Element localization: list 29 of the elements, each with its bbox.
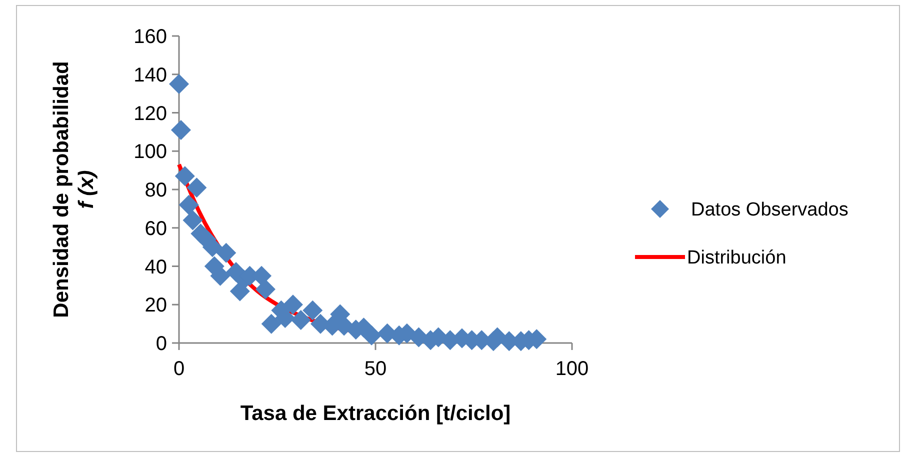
y-tick-label: 100 — [134, 141, 167, 164]
point — [302, 300, 323, 320]
y-tick-label: 20 — [144, 294, 167, 317]
y-tick-label: 60 — [144, 218, 167, 240]
point — [255, 279, 276, 300]
x-tick-label: 50 — [364, 358, 387, 380]
y-tick-label: 80 — [144, 180, 167, 202]
point — [182, 210, 203, 230]
y-tick-label: 0 — [156, 333, 167, 355]
legend-label: Distribución — [687, 248, 786, 269]
point — [290, 310, 311, 330]
point — [282, 294, 303, 315]
point — [216, 242, 236, 263]
point — [362, 325, 382, 346]
point — [186, 178, 207, 198]
legend-label: Datos Observados — [691, 200, 848, 221]
y-axis-title: Densidad de probabilidad f (x) — [50, 61, 98, 318]
x-axis-title: Tasa de Extracción [t/ciclo] — [240, 402, 511, 425]
point — [169, 74, 189, 94]
x-tick-label: 100 — [555, 358, 589, 380]
point — [178, 194, 199, 215]
x-tick-label: 0 — [173, 358, 185, 380]
y-tick-label: 140 — [134, 64, 167, 86]
y-tick-label: 160 — [134, 26, 167, 48]
point — [261, 314, 282, 334]
y-tick-label: 40 — [144, 256, 167, 278]
point — [174, 166, 195, 186]
y-tick-label: 120 — [134, 102, 167, 125]
point — [170, 120, 191, 140]
